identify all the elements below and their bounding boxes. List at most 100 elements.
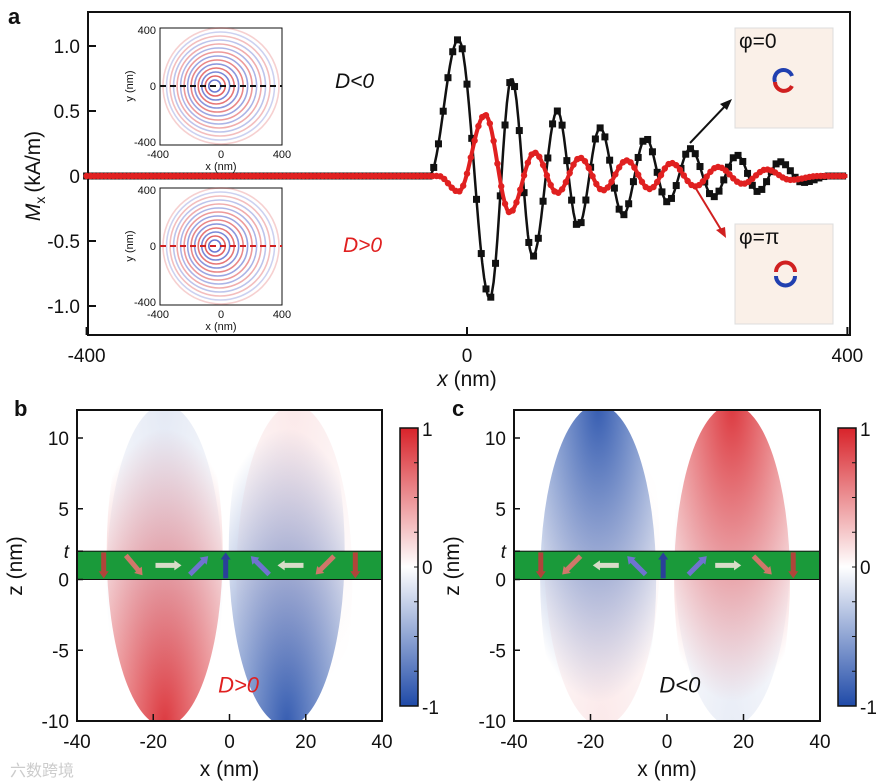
data-point [532, 149, 539, 156]
data-point [744, 169, 752, 177]
wave-ring [186, 55, 249, 117]
panel-label-a: a [8, 4, 21, 29]
series-markers [83, 112, 847, 216]
spin-arrow-icon [788, 552, 799, 579]
data-point [629, 178, 637, 186]
data-point [544, 154, 552, 162]
magnetic-layer [513, 550, 821, 581]
data-point [608, 178, 615, 185]
data-point [725, 163, 733, 171]
y-tick-label: -10 [479, 712, 506, 733]
spin-arrow-icon [658, 552, 669, 579]
x-axis-label: x (nm) [200, 758, 260, 781]
spin-arrow-icon [686, 556, 707, 577]
y-tick-label: -10 [42, 712, 69, 733]
inset-y-tick: -400 [134, 137, 156, 149]
spin-arrow-icon [751, 554, 772, 575]
ylabel-sub: x [32, 197, 48, 204]
inset-y-label: y (nm) [124, 230, 136, 261]
colorbar-min-label: -1 [422, 698, 439, 719]
data-point [563, 157, 571, 165]
spin-arrow-icon [535, 552, 546, 579]
data-point [615, 205, 623, 213]
data-point [634, 153, 642, 161]
data-point [456, 188, 463, 195]
inset-x-tick: -400 [147, 149, 169, 161]
data-point [490, 137, 497, 145]
data-point [581, 157, 589, 165]
inset-x-tick: 0 [218, 309, 224, 321]
data-point [582, 196, 590, 204]
data-point [748, 181, 756, 189]
y-tick-label: 0 [495, 571, 506, 592]
data-point [772, 160, 780, 168]
arrow-to-phipi [694, 186, 724, 234]
skyrmion-ring-red [774, 260, 797, 273]
inset-y-tick: 0 [150, 241, 156, 253]
y-tick-label: 10 [48, 429, 69, 450]
data-point [589, 172, 596, 180]
data-point [459, 182, 467, 189]
data-point [654, 178, 661, 186]
data-point [506, 79, 514, 87]
data-point [577, 219, 585, 227]
spin-arrow-icon [592, 560, 619, 571]
spin-arrow-icon [277, 560, 304, 571]
magnetic-layer [76, 550, 383, 581]
arrowhead-icon [720, 99, 732, 110]
x-tick-label: 20 [733, 732, 754, 753]
data-point [570, 161, 577, 168]
spin-arrow-icon [562, 554, 583, 575]
wave-ring [186, 215, 249, 277]
xlabel-var: x [436, 368, 449, 391]
data-point [572, 220, 580, 228]
y-tick-label: 0 [69, 167, 80, 188]
panel-annotation: D<0 [659, 673, 701, 698]
inset-y-tick: -400 [134, 297, 156, 309]
data-point [596, 124, 604, 132]
data-point [726, 171, 733, 178]
data-point [682, 150, 690, 158]
skyrmion-ring-blue [772, 68, 794, 83]
data-point [547, 181, 554, 189]
data-point [710, 193, 718, 201]
ylabel-unit: (kA/m) [22, 131, 45, 193]
data-point [530, 252, 538, 260]
y-tick-label: 5 [495, 500, 506, 521]
data-point [536, 153, 543, 160]
y-axis-label: z (nm) [4, 536, 27, 596]
data-point [539, 197, 547, 205]
data-point [534, 234, 542, 242]
data-point [627, 159, 634, 166]
data-point [658, 188, 666, 196]
data-point [492, 259, 500, 267]
xlabel-unit: (nm) [454, 368, 497, 391]
colorbar-max-label: 1 [422, 420, 433, 441]
data-point [699, 178, 707, 185]
ylabel-var: M [22, 203, 45, 221]
inset-y-tick: 400 [138, 25, 156, 37]
annotation-d-pos: D>0 [343, 234, 382, 257]
data-point [509, 207, 516, 214]
data-point [501, 121, 509, 129]
inset-x-label: x (nm) [205, 321, 236, 333]
y-tick-label: 10 [485, 429, 506, 450]
spin-arrow-icon [627, 556, 648, 577]
data-point [753, 187, 761, 195]
data-point [663, 198, 671, 206]
panel-label-c: c [452, 396, 464, 421]
x-tick-label: -40 [500, 732, 527, 753]
x-tick-label: -400 [68, 346, 106, 367]
data-point [562, 178, 570, 186]
data-point [758, 185, 766, 193]
data-point [734, 151, 742, 159]
data-point [610, 184, 618, 192]
data-point [513, 199, 520, 206]
data-point [444, 74, 452, 82]
annotation-d-neg: D<0 [335, 70, 374, 93]
data-point [676, 166, 684, 173]
data-point [667, 194, 675, 202]
y-axis-label: z (nm) [441, 536, 464, 596]
